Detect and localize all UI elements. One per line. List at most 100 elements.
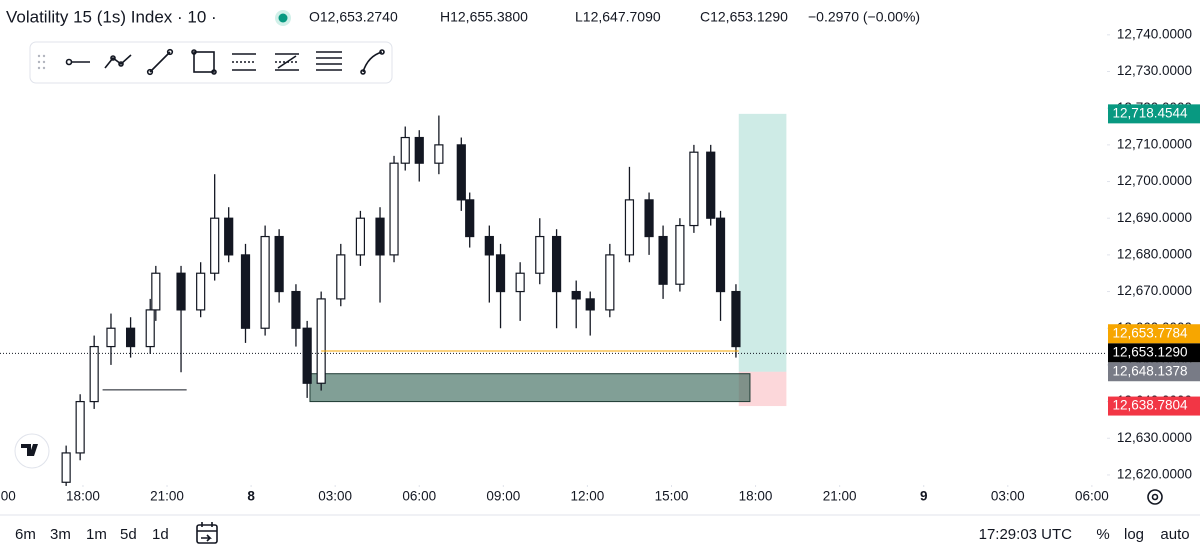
candle-body (585, 298, 595, 311)
price-label: 12,648.1378 (1112, 363, 1187, 378)
price-label: 12,653.7784 (1112, 325, 1188, 340)
clock: 17:29:03 UTC (979, 526, 1073, 543)
candle-body (551, 235, 562, 293)
candle-body (624, 199, 635, 256)
tool-horizontal-lines[interactable] (316, 51, 342, 71)
x-tick-label: 21:00 (150, 489, 184, 504)
candle-body (434, 144, 444, 164)
candle-body (456, 144, 466, 201)
y-tick-label: 12,670.0000 (1117, 283, 1192, 298)
tool-path[interactable] (104, 54, 132, 69)
tool-rectangle[interactable] (191, 49, 217, 75)
candle-body (61, 452, 71, 483)
rectangle-drawing (309, 373, 751, 403)
candle-body (145, 309, 155, 348)
candle-body (302, 327, 312, 384)
candle-body (151, 272, 161, 311)
y-tick-label: 12,700.0000 (1117, 173, 1192, 188)
candle-body (400, 136, 410, 164)
candle-body (605, 254, 615, 311)
candle-body (240, 254, 251, 329)
candle-body (731, 290, 741, 348)
y-tick-label: 12,680.0000 (1117, 246, 1192, 261)
x-tick-label: 09:00 (486, 489, 520, 504)
candle-body (535, 235, 545, 274)
x-tick-label: 03:00 (991, 489, 1025, 504)
plot-area (0, 113, 1107, 486)
candle-body (689, 151, 699, 227)
candle-body (644, 199, 654, 238)
ohlc-value: O12,653.2740 (309, 9, 398, 25)
candle-body (571, 290, 581, 300)
tradingview-logo[interactable] (14, 433, 50, 469)
candle-body (260, 235, 270, 329)
y-tick-label: 12,630.0000 (1117, 430, 1192, 445)
x-tick-label: 15:00 (0, 489, 16, 504)
scale-options: % log auto (1096, 526, 1189, 543)
y-tick-label: 12,740.0000 (1117, 26, 1192, 41)
x-tick-label: 21:00 (823, 489, 857, 504)
price-label-box (1108, 362, 1200, 382)
scale-option[interactable]: auto (1160, 526, 1189, 543)
timeframe-button[interactable]: 5d (120, 526, 137, 543)
x-tick-label: 8 (247, 489, 255, 504)
ohlc-value: −0.2970 (−0.00%) (808, 9, 920, 25)
price-label: 12,653.1290 (1112, 344, 1187, 359)
timeframe-buttons: 6m 3m 1m 5d 1d (15, 526, 169, 543)
candle-body (706, 151, 716, 219)
goto-date-button[interactable] (196, 522, 218, 544)
candle-body (196, 272, 206, 311)
candle-body (336, 254, 346, 300)
candle-body (465, 199, 475, 238)
scale-option[interactable]: % (1096, 526, 1109, 543)
candle-body (355, 217, 366, 256)
x-tick-label: 9 (920, 489, 928, 504)
toolbar-panel (29, 41, 393, 84)
y-tick-label: 12,620.0000 (1117, 466, 1192, 481)
symbol-title[interactable]: Volatility 15 (1s) Index · 10 · (6, 7, 217, 26)
candle-body (389, 162, 399, 256)
drag-handle[interactable] (37, 54, 46, 70)
candle-body (176, 272, 186, 311)
x-tick-label: 03:00 (318, 489, 352, 504)
ohlc-value: L12,647.7090 (575, 9, 661, 25)
status-dot (278, 13, 288, 23)
x-tick-label: 18:00 (66, 489, 100, 504)
scale-option[interactable]: log (1124, 526, 1144, 543)
candle-body (224, 217, 234, 256)
x-tick-label: 06:00 (402, 489, 436, 504)
y-tick-label: 12,710.0000 (1117, 136, 1192, 151)
candle-body (89, 345, 99, 403)
candle-body (106, 327, 116, 348)
tool-fib[interactable] (232, 53, 256, 71)
tool-parallel-channel[interactable] (275, 53, 299, 71)
price-label-box (1108, 324, 1200, 344)
timeframe-button[interactable]: 3m (50, 526, 71, 543)
drawing-toolbar (29, 41, 393, 84)
candle-body (274, 235, 284, 293)
price-label-box (1108, 104, 1200, 124)
candle-body (316, 298, 326, 384)
candle-body (675, 224, 685, 285)
candle-body (495, 254, 506, 293)
profit-zone (738, 113, 787, 372)
price-label-box (1108, 396, 1200, 416)
tool-curve[interactable] (360, 49, 385, 75)
candle-body (414, 136, 424, 164)
x-tick-label: 18:00 (739, 489, 773, 504)
tool-trend-line[interactable] (146, 48, 174, 76)
candle-body (658, 235, 668, 285)
price-label-box (1108, 343, 1200, 363)
timeframe-button[interactable]: 1m (86, 526, 107, 543)
settings-button[interactable] (1147, 489, 1163, 505)
timeframe-button[interactable]: 1d (152, 526, 169, 543)
candle-body (515, 272, 525, 293)
ohlc-value: C12,653.1290 (700, 9, 788, 25)
tool-horizontal-ray[interactable] (65, 58, 91, 66)
candle-body (75, 400, 85, 454)
y-tick-label: 12,690.0000 (1117, 210, 1192, 225)
candle-body (484, 235, 494, 256)
timeframe-button[interactable]: 6m (15, 526, 36, 543)
candle-body (715, 217, 726, 293)
